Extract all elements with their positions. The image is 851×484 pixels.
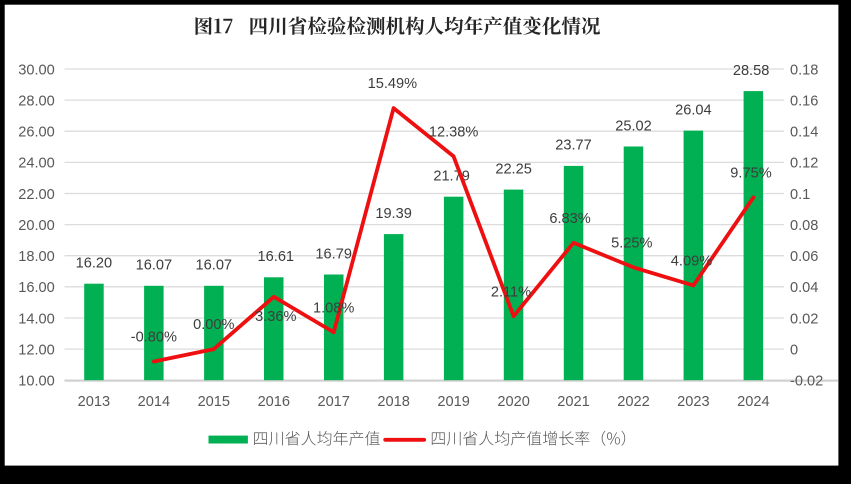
svg-text:0.00%: 0.00%: [193, 317, 234, 333]
svg-text:0: 0: [790, 342, 798, 358]
svg-text:12.00: 12.00: [18, 342, 55, 358]
svg-text:2019: 2019: [437, 394, 469, 410]
svg-text:16.79: 16.79: [315, 246, 352, 262]
svg-text:1.08%: 1.08%: [313, 300, 354, 316]
svg-text:3.36%: 3.36%: [255, 309, 296, 325]
svg-text:14.00: 14.00: [18, 311, 55, 327]
svg-text:2018: 2018: [377, 394, 409, 410]
svg-text:19.39: 19.39: [375, 206, 412, 222]
svg-text:26.04: 26.04: [675, 102, 712, 118]
svg-text:16.61: 16.61: [258, 249, 295, 265]
svg-text:2022: 2022: [617, 394, 649, 410]
svg-text:25.02: 25.02: [615, 118, 652, 134]
svg-text:28.58: 28.58: [733, 63, 770, 79]
svg-text:24.00: 24.00: [18, 156, 55, 172]
svg-text:2016: 2016: [258, 394, 290, 410]
svg-text:2023: 2023: [677, 394, 709, 410]
svg-text:2017: 2017: [317, 394, 349, 410]
svg-text:22.00: 22.00: [18, 187, 55, 203]
svg-text:2014: 2014: [138, 394, 170, 410]
svg-text:0.06: 0.06: [790, 249, 818, 265]
svg-text:0.04: 0.04: [790, 280, 818, 296]
svg-text:12.38%: 12.38%: [429, 125, 479, 141]
svg-text:5.25%: 5.25%: [611, 236, 652, 252]
svg-text:16.07: 16.07: [196, 258, 233, 274]
svg-text:6.83%: 6.83%: [549, 211, 590, 227]
svg-text:2013: 2013: [78, 394, 110, 410]
svg-text:16.07: 16.07: [136, 258, 173, 274]
svg-text:18.00: 18.00: [18, 249, 55, 265]
svg-text:2021: 2021: [557, 394, 589, 410]
svg-text:10.00: 10.00: [18, 374, 55, 390]
svg-text:0.12: 0.12: [790, 156, 818, 172]
svg-text:23.77: 23.77: [555, 138, 592, 154]
svg-text:0.08: 0.08: [790, 218, 818, 234]
svg-text:15.49%: 15.49%: [368, 76, 418, 92]
svg-text:-0.02: -0.02: [790, 374, 823, 390]
svg-text:2015: 2015: [198, 394, 230, 410]
svg-text:2.11%: 2.11%: [491, 284, 531, 300]
svg-text:2024: 2024: [737, 394, 769, 410]
svg-text:9.75%: 9.75%: [730, 166, 771, 182]
svg-text:0.02: 0.02: [790, 311, 818, 327]
svg-text:28.00: 28.00: [18, 93, 55, 109]
svg-text:4.09%: 4.09%: [671, 254, 712, 270]
svg-text:-0.80%: -0.80%: [131, 330, 177, 346]
svg-text:0.18: 0.18: [790, 62, 818, 78]
svg-text:20.00: 20.00: [18, 218, 55, 234]
svg-text:0.1: 0.1: [790, 187, 810, 203]
svg-text:0.16: 0.16: [790, 93, 818, 109]
svg-text:16.20: 16.20: [76, 256, 113, 272]
svg-text:16.00: 16.00: [18, 280, 55, 296]
svg-text:26.00: 26.00: [18, 125, 55, 141]
svg-text:22.25: 22.25: [495, 161, 532, 177]
svg-text:0.14: 0.14: [790, 125, 818, 141]
svg-text:30.00: 30.00: [18, 62, 55, 78]
svg-text:2020: 2020: [497, 394, 529, 410]
